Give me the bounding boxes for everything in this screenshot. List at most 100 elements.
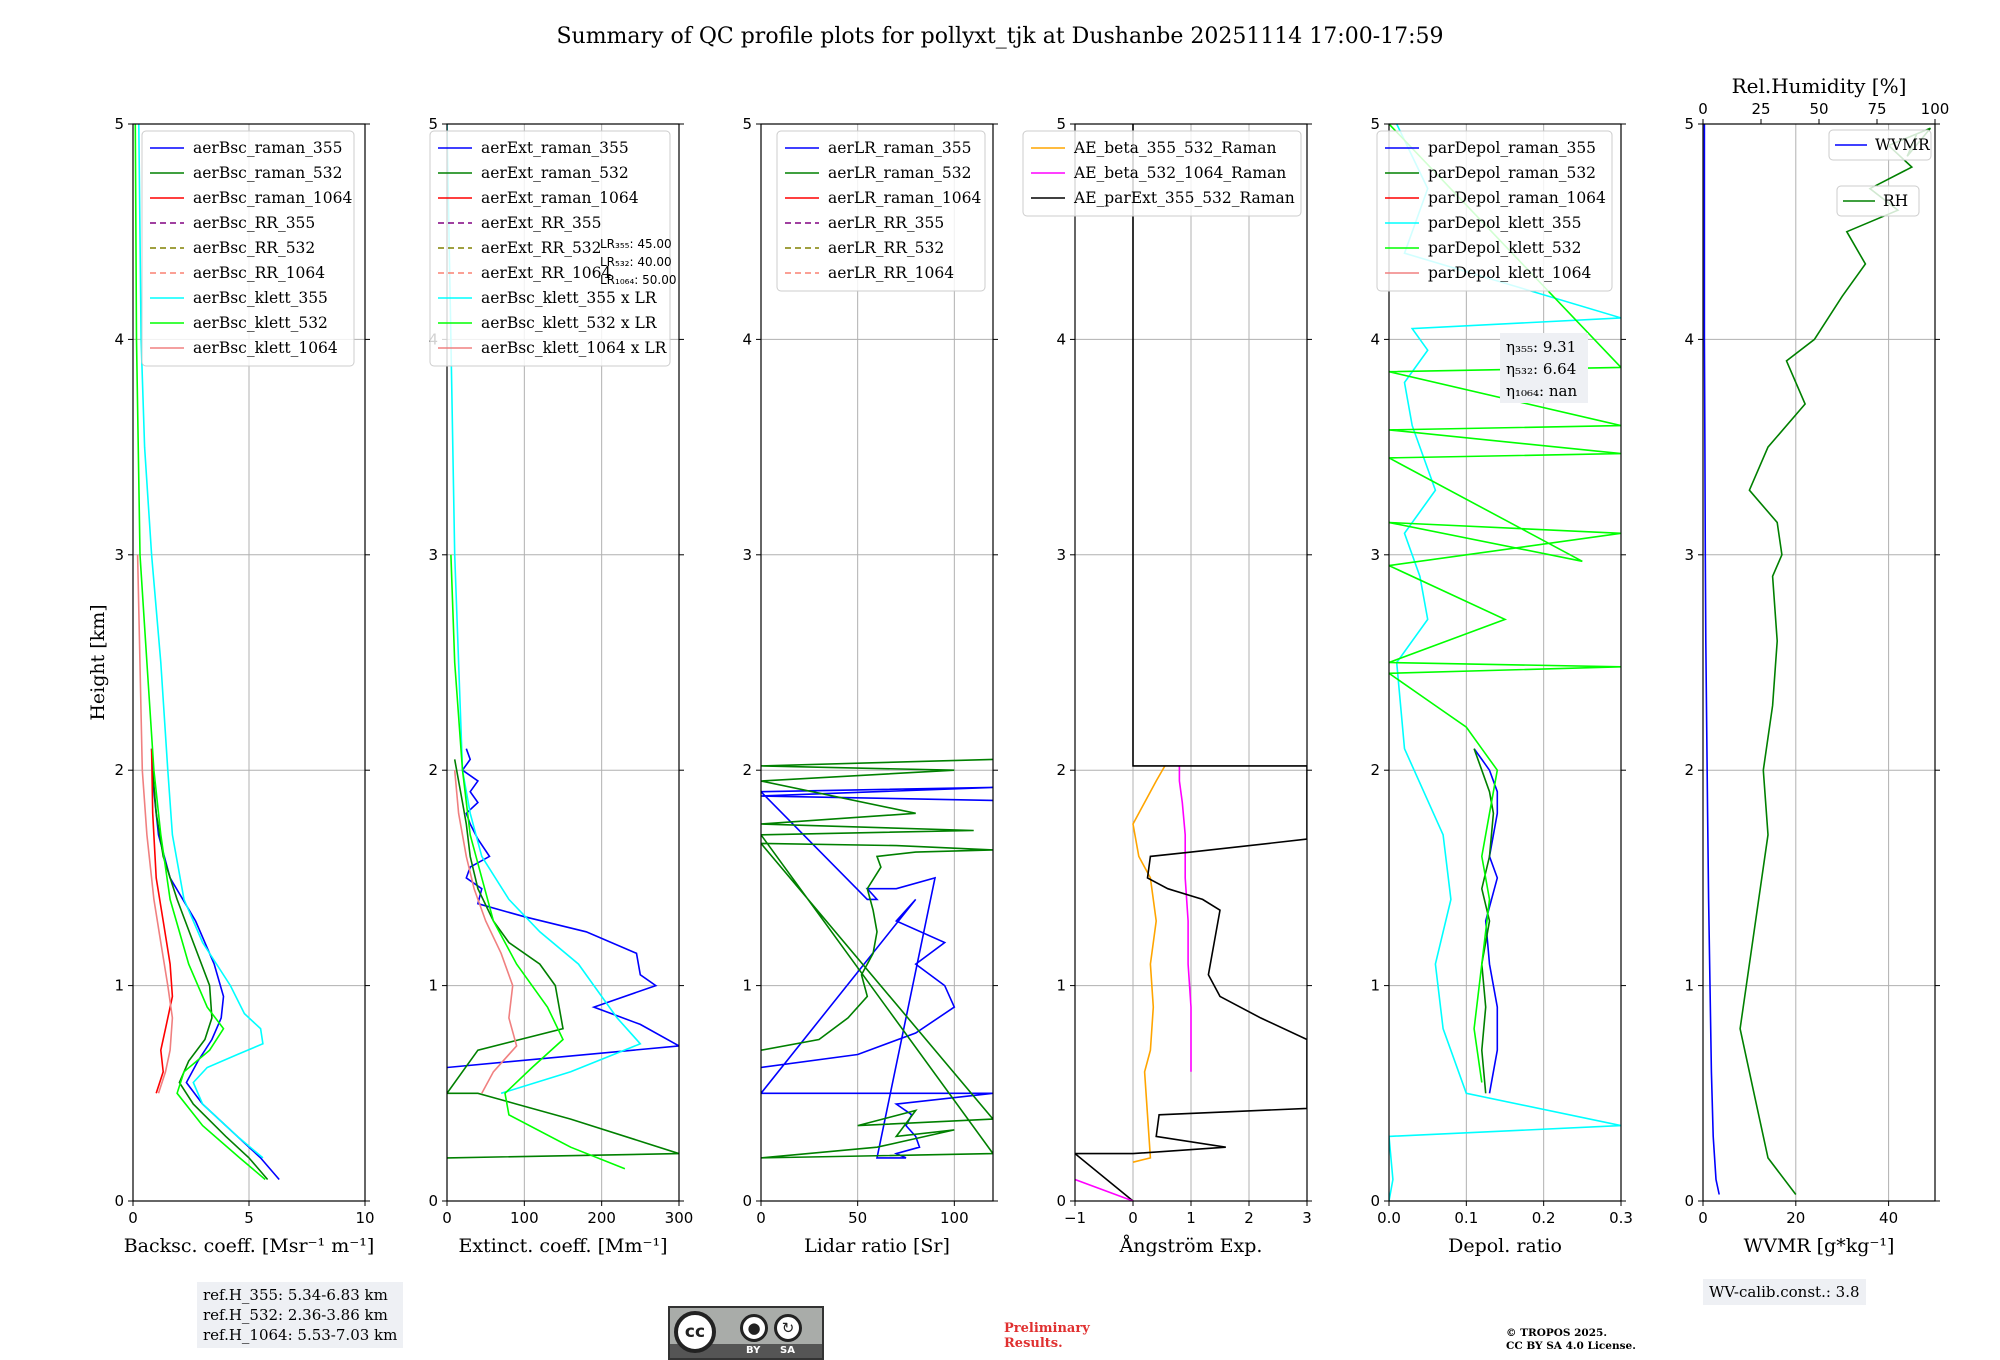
cc-by-icon: ● — [740, 1314, 768, 1342]
x-tick-label: 0 — [756, 1209, 766, 1227]
x-tick-label: 1 — [1186, 1209, 1196, 1227]
preliminary-note: Preliminary Results. — [1004, 1321, 1090, 1351]
axes-frame — [760, 123, 994, 1202]
series-line-extra — [1075, 1178, 1134, 1201]
cc-sa-label: SA — [780, 1345, 795, 1356]
y-tick-label: 1 — [428, 977, 438, 995]
legend-label: aerBsc_klett_355 — [193, 289, 328, 307]
legend-label: AE_beta_532_1064_Raman — [1073, 164, 1286, 182]
x-tick-label: 0 — [128, 1209, 138, 1227]
top-tick-label: 75 — [1867, 100, 1886, 118]
y-tick-label: 1 — [114, 977, 124, 995]
y-tick-label: 0 — [1056, 1192, 1066, 1210]
y-tick-label: 5 — [1056, 115, 1066, 133]
legend-label: aerExt_RR_1064 — [481, 264, 612, 282]
x-tick-label: −1 — [1064, 1209, 1086, 1227]
legend-label: aerBsc_RR_355 — [193, 214, 315, 232]
x-tick-label: 0.2 — [1532, 1209, 1556, 1227]
y-tick-label: 5 — [1370, 115, 1380, 133]
preliminary-line-2: Results. — [1004, 1336, 1063, 1351]
y-tick-label: 3 — [1370, 546, 1380, 564]
top-tick-label: 100 — [1921, 100, 1950, 118]
y-tick-label: 1 — [1056, 977, 1066, 995]
legend-label: parDepol_klett_1064 — [1428, 264, 1591, 282]
y-tick-label: 3 — [1684, 546, 1694, 564]
x-tick-label: 0 — [1698, 1209, 1708, 1227]
y-tick-label: 4 — [1684, 330, 1694, 348]
x-axis-label: Ångström Exp. — [1119, 1235, 1263, 1257]
eta-label: η₃₅₅: 9.31 — [1506, 338, 1576, 356]
x-tick-label: 20 — [1786, 1209, 1805, 1227]
x-axis-label: WVMR [g*kg⁻¹] — [1744, 1235, 1895, 1257]
y-tick-label: 5 — [742, 115, 752, 133]
series-line-aerBsc_klett_355 — [138, 124, 264, 1159]
series-line-parDepol_klett_532 — [1389, 124, 1621, 1083]
series-line-parDepol_raman_532 — [1473, 748, 1495, 1094]
legend-label: parDepol_raman_355 — [1428, 139, 1596, 157]
legend-label: aerLR_raman_355 — [828, 139, 971, 157]
y-tick-label: 1 — [742, 977, 752, 995]
y-tick-label: 1 — [1370, 977, 1380, 995]
lr-setting-label: LR₃₅₅: 45.00 — [600, 237, 672, 251]
eta-label: η₁₀₆₄: nan — [1506, 382, 1577, 400]
wv-calib-text: WV-calib.const.: 3.8 — [1709, 1283, 1860, 1301]
cc-license-badge[interactable]: cc ● ↻ BY SA — [668, 1306, 824, 1360]
series-line-aerBsc_raman_1064 — [150, 748, 174, 1094]
legend-label: parDepol_klett_532 — [1428, 239, 1581, 257]
x-axis-label: Backsc. coeff. [Msr⁻¹ m⁻¹] — [124, 1235, 375, 1257]
y-tick-label: 0 — [1684, 1192, 1694, 1210]
x-tick-label: 10 — [355, 1209, 374, 1227]
x-tick-label: 300 — [665, 1209, 694, 1227]
legend-label: aerBsc_RR_1064 — [193, 264, 325, 282]
legend-label: aerBsc_klett_1064 — [193, 339, 338, 357]
x-tick-label: 0 — [1128, 1209, 1138, 1227]
legend-label: aerExt_raman_1064 — [481, 189, 639, 207]
y-tick-label: 2 — [114, 761, 124, 779]
lr-setting-label: LR₁₀₆₄: 50.00 — [600, 273, 676, 287]
y-tick-label: 0 — [428, 1192, 438, 1210]
legend-label: aerExt_raman_355 — [481, 139, 629, 157]
series-line-aerExt_raman_355 — [447, 748, 679, 1069]
refh-532: ref.H_532: 2.36-3.86 km — [203, 1306, 388, 1324]
top-tick-label: 25 — [1751, 100, 1770, 118]
x-tick-label: 0 — [442, 1209, 452, 1227]
legend-label: aerLR_RR_1064 — [828, 264, 954, 282]
eta-box — [1500, 333, 1588, 403]
y-tick-label: 4 — [742, 330, 752, 348]
legend-label: WVMR — [1875, 136, 1931, 154]
series-line-aerLR_raman_532 — [761, 758, 993, 1159]
y-tick-label: 5 — [428, 115, 438, 133]
legend-box — [1828, 129, 1932, 161]
legend-box — [1836, 185, 1920, 217]
y-tick-label: 2 — [428, 761, 438, 779]
series-line-aerBsc_klett_355 x LR — [447, 124, 642, 1095]
legend-label: aerLR_raman_532 — [828, 164, 971, 182]
legend-label: aerLR_RR_355 — [828, 214, 944, 232]
y-tick-label: 1 — [1684, 977, 1694, 995]
y-axis-label: Height [km] — [87, 604, 109, 720]
lr-setting-label: LR₅₃₂: 40.00 — [600, 255, 672, 269]
y-tick-label: 0 — [742, 1192, 752, 1210]
series-line-aerBsc_klett_532 x LR — [450, 554, 626, 1170]
y-tick-label: 3 — [742, 546, 752, 564]
legend-label: parDepol_raman_1064 — [1428, 189, 1606, 207]
series-line-aerExt_raman_532 — [447, 759, 679, 1159]
legend-box — [1376, 130, 1613, 292]
plot-area — [134, 124, 280, 1181]
x-tick-label: 50 — [848, 1209, 867, 1227]
x-tick-label: 100 — [510, 1209, 539, 1227]
x-tick-label: 2 — [1244, 1209, 1254, 1227]
series-line-aerBsc_klett_532 — [134, 124, 266, 1181]
legend-box — [141, 130, 355, 367]
legend-label: RH — [1883, 192, 1908, 210]
legend-box — [429, 130, 671, 367]
legend-box — [1022, 130, 1302, 217]
x-tick-label: 100 — [940, 1209, 969, 1227]
eta-label: η₅₃₂: 6.64 — [1506, 360, 1576, 378]
preliminary-line-1: Preliminary — [1004, 1321, 1090, 1336]
reference-height-box: ref.H_355: 5.34-6.83 km ref.H_532: 2.36-… — [197, 1282, 404, 1348]
wv-calibration-box: WV-calib.const.: 3.8 — [1703, 1279, 1866, 1305]
